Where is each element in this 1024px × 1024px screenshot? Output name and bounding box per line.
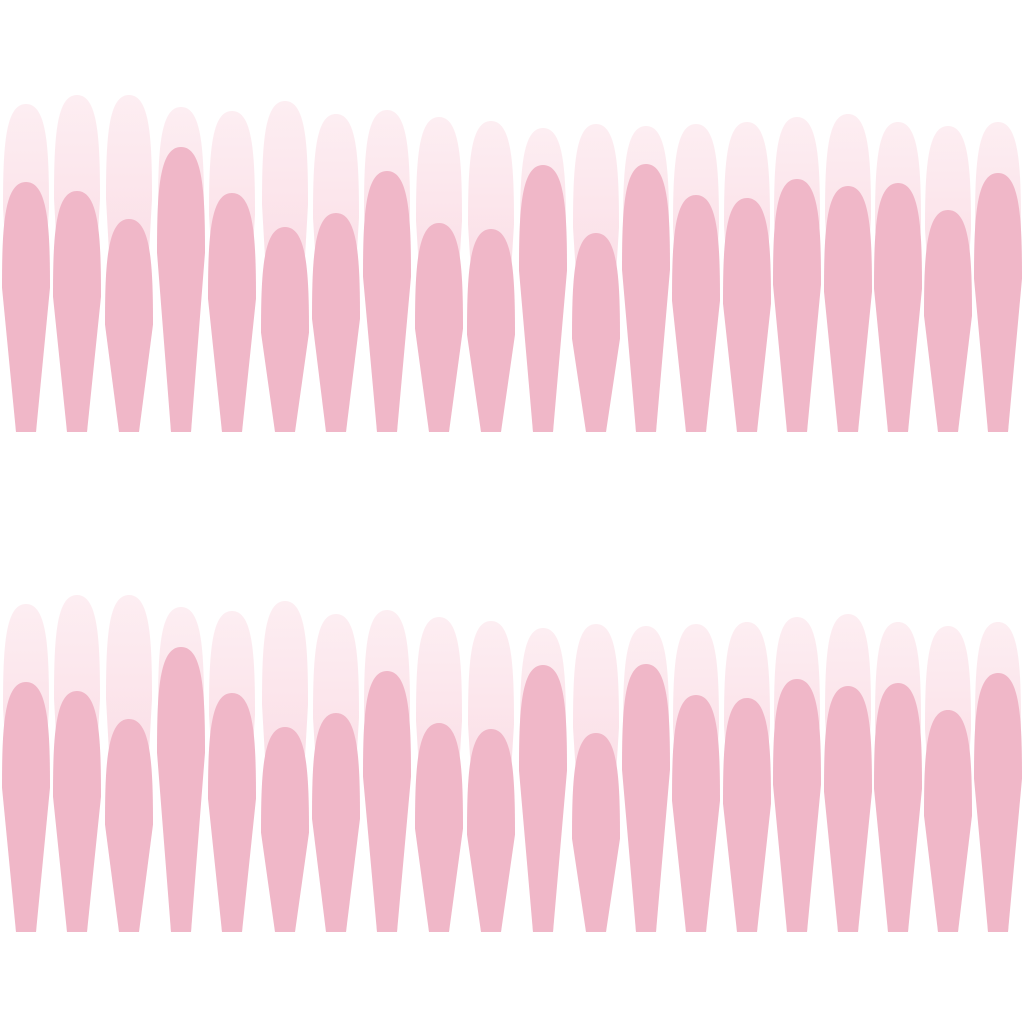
nail [723, 122, 771, 432]
nail-body [572, 233, 620, 432]
nail-body [363, 171, 411, 432]
nail [467, 121, 515, 432]
upper-nail-row [2, 95, 1022, 432]
nail [672, 124, 720, 432]
nail-body [924, 710, 972, 932]
nail-body [53, 191, 101, 432]
nail-body [672, 695, 720, 932]
nail-body [157, 147, 205, 432]
nail-body [105, 219, 153, 432]
nail-body [824, 686, 872, 932]
nail-body [261, 727, 309, 932]
nail-body [672, 195, 720, 432]
nail-body [572, 733, 620, 932]
nail [105, 95, 153, 432]
nail [157, 607, 205, 932]
nail-body [261, 227, 309, 432]
nail-body [519, 165, 567, 432]
nail-body [53, 691, 101, 932]
nail [874, 122, 922, 432]
nail [974, 122, 1022, 432]
nail [363, 110, 411, 432]
nail-body [622, 664, 670, 932]
nail-body [312, 213, 360, 432]
nail-body [773, 679, 821, 932]
nail [467, 621, 515, 932]
nail [924, 126, 972, 432]
nail [415, 617, 463, 932]
nail [773, 117, 821, 432]
nail-body [824, 186, 872, 432]
nail-body [974, 173, 1022, 432]
nail [105, 595, 153, 932]
nail [824, 614, 872, 932]
nail [572, 624, 620, 932]
nail-body [2, 182, 50, 432]
nail [261, 101, 309, 432]
nail [924, 626, 972, 932]
nail-body [415, 223, 463, 432]
nail-body [157, 647, 205, 932]
nail [622, 126, 670, 432]
nail-body [467, 729, 515, 932]
nail [261, 601, 309, 932]
nail [824, 114, 872, 432]
nail [53, 95, 101, 432]
nail [2, 604, 50, 932]
nail-body [874, 183, 922, 432]
nail [874, 622, 922, 932]
nail-body [723, 198, 771, 432]
nail [312, 114, 360, 432]
nail-body [974, 673, 1022, 932]
nail-body [874, 683, 922, 932]
nail [53, 595, 101, 932]
nail-body [208, 193, 256, 432]
nail [672, 624, 720, 932]
nail [312, 614, 360, 932]
nail [723, 622, 771, 932]
nail [622, 626, 670, 932]
nail [773, 617, 821, 932]
nail [208, 611, 256, 932]
nail [363, 610, 411, 932]
nail [157, 107, 205, 432]
nail-body [363, 671, 411, 932]
nail [208, 111, 256, 432]
nail [572, 124, 620, 432]
nail [519, 628, 567, 932]
nail-body [415, 723, 463, 932]
nail-body [773, 179, 821, 432]
nail-body [924, 210, 972, 432]
nail-body [622, 164, 670, 432]
nail [2, 104, 50, 432]
lower-nail-row [2, 595, 1022, 932]
nail-body [467, 229, 515, 432]
nail-body [105, 719, 153, 932]
nail [415, 117, 463, 432]
nail-body [519, 665, 567, 932]
nail-body [312, 713, 360, 932]
nail [974, 622, 1022, 932]
nail [519, 128, 567, 432]
nail-body [2, 682, 50, 932]
nail-body [723, 698, 771, 932]
nail-body [208, 693, 256, 932]
